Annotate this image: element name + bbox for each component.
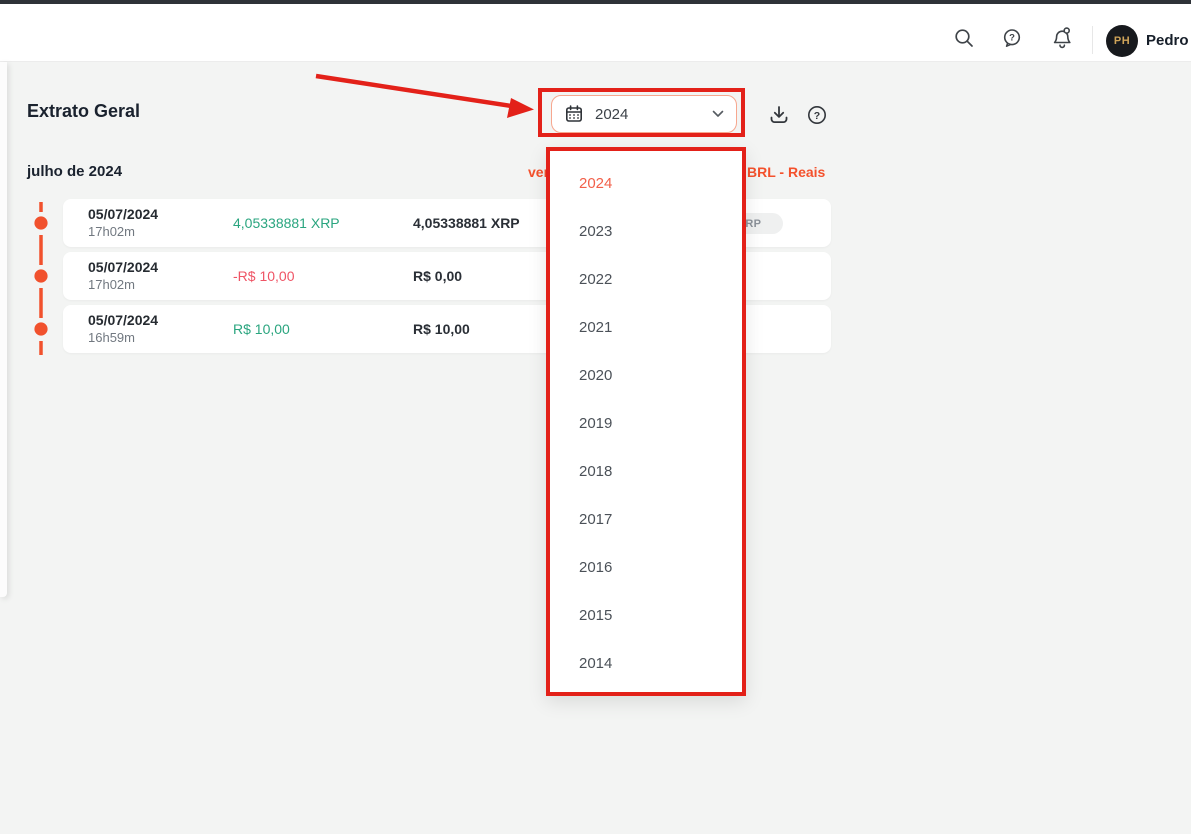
txn-date: 05/07/2024 bbox=[88, 206, 159, 222]
selected-year-label: 2024 bbox=[595, 105, 629, 123]
year-option-2016[interactable]: 2016 bbox=[579, 558, 613, 576]
calendar-icon bbox=[564, 104, 584, 124]
year-option-2015[interactable]: 2015 bbox=[579, 606, 613, 624]
txn-amount: -R$ 10,00 bbox=[233, 268, 295, 284]
year-dropdown-panel: 2024 2023 2022 2021 2020 2019 2018 2017 … bbox=[546, 147, 746, 696]
year-option-2019[interactable]: 2019 bbox=[579, 414, 613, 432]
currency-link-suffix[interactable]: BRL - Reais bbox=[747, 164, 826, 180]
help-bubble-icon[interactable]: ? bbox=[1000, 26, 1024, 50]
txn-time: 17h02m bbox=[88, 224, 135, 239]
year-option-2022[interactable]: 2022 bbox=[579, 270, 613, 288]
txn-time: 16h59m bbox=[88, 330, 135, 345]
txn-amount: R$ 10,00 bbox=[233, 321, 290, 337]
search-icon[interactable] bbox=[952, 26, 976, 50]
year-option-2020[interactable]: 2020 bbox=[579, 366, 613, 384]
txn-amount: 4,05338881 XRP bbox=[233, 215, 340, 231]
txn-datetime: 05/07/2024 16h59m bbox=[88, 312, 158, 345]
user-name[interactable]: Pedro bbox=[1146, 32, 1189, 49]
avatar[interactable]: PH bbox=[1106, 25, 1138, 57]
txn-balance: 4,05338881 XRP bbox=[413, 215, 520, 231]
year-option-2018[interactable]: 2018 bbox=[579, 462, 613, 480]
window-top-strip bbox=[0, 0, 1191, 4]
year-option-2017[interactable]: 2017 bbox=[579, 510, 613, 528]
year-option-2021[interactable]: 2021 bbox=[579, 318, 613, 336]
question-circle-icon[interactable]: ? bbox=[805, 103, 829, 127]
svg-text:?: ? bbox=[814, 110, 820, 122]
year-option-2014[interactable]: 2014 bbox=[579, 654, 613, 672]
txn-date: 05/07/2024 bbox=[88, 312, 159, 328]
page-title: Extrato Geral bbox=[27, 101, 141, 121]
notification-bell-icon[interactable] bbox=[1050, 26, 1074, 50]
topbar-divider bbox=[1092, 26, 1093, 54]
svg-text:?: ? bbox=[1009, 33, 1015, 44]
year-option-2023[interactable]: 2023 bbox=[579, 222, 613, 240]
txn-time: 17h02m bbox=[88, 277, 135, 292]
txn-datetime: 05/07/2024 17h02m bbox=[88, 206, 158, 239]
statement-page: Extrato Geral 2024 bbox=[0, 62, 1191, 834]
chevron-down-icon bbox=[712, 110, 724, 118]
month-group-label: julho de 2024 bbox=[27, 163, 123, 180]
currency-link-prefix[interactable]: ver bbox=[528, 164, 550, 180]
year-select-dropdown[interactable]: 2024 bbox=[551, 95, 737, 133]
annotation-arrow bbox=[300, 62, 550, 137]
collapsed-sidebar-edge bbox=[0, 62, 7, 597]
year-option-2024[interactable]: 2024 bbox=[579, 174, 613, 192]
download-icon[interactable] bbox=[767, 103, 791, 127]
transaction-timeline bbox=[30, 195, 52, 372]
txn-balance: R$ 0,00 bbox=[413, 268, 463, 284]
txn-datetime: 05/07/2024 17h02m bbox=[88, 259, 158, 292]
top-navigation-bar: ? PH Pedro bbox=[0, 4, 1191, 62]
txn-balance: R$ 10,00 bbox=[413, 321, 470, 337]
txn-date: 05/07/2024 bbox=[88, 259, 159, 275]
